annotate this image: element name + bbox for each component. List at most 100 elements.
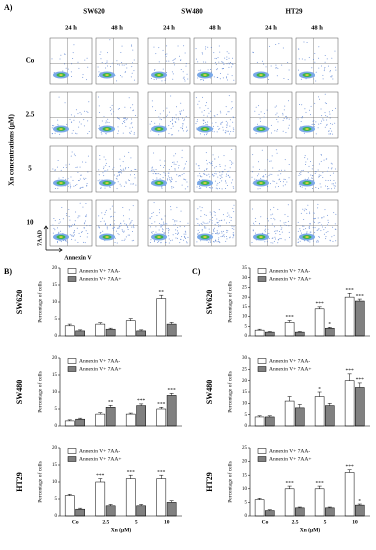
flow-dot [60, 241, 62, 243]
flow-dot [277, 208, 279, 210]
flow-dot [206, 134, 208, 136]
flow-dot [319, 98, 321, 100]
flow-dot [64, 102, 66, 104]
flow-dot [225, 130, 227, 132]
flow-dot [172, 78, 174, 80]
flow-dot [297, 241, 299, 243]
flow-dot [154, 171, 156, 173]
error-bar [169, 393, 174, 396]
flow-dot [126, 118, 128, 120]
flow-dot [226, 63, 228, 65]
significance: ** [108, 400, 114, 406]
legend-label: Annexin V+ 7AA+ [79, 456, 121, 462]
flow-dot [117, 126, 119, 128]
flow-dot [326, 170, 328, 172]
flow-dot [327, 222, 329, 224]
flow-dot [211, 233, 213, 235]
flow-dot [152, 211, 154, 213]
flow-dot [280, 169, 282, 171]
flow-cluster-peak [157, 74, 161, 76]
flow-dot [217, 76, 219, 78]
flow-dot [308, 165, 310, 167]
flow-dot [321, 224, 323, 226]
flow-dot [252, 154, 254, 156]
flow-dot [158, 241, 160, 243]
flow-dot [222, 77, 224, 79]
flow-dot [299, 240, 301, 242]
flow-dot [172, 122, 174, 124]
flow-dot [166, 116, 168, 118]
flow-dot [133, 224, 135, 226]
flow-cluster-peak [59, 182, 63, 184]
flow-dot [266, 218, 268, 220]
dose-label: 5 [28, 165, 32, 173]
flow-dot [151, 100, 153, 102]
flow-dot [159, 123, 161, 125]
flow-dot [122, 168, 124, 170]
flow-dot [80, 174, 82, 176]
flow-dot [153, 241, 155, 243]
flow-dot [64, 53, 66, 55]
flow-dot [201, 230, 203, 232]
significance: *** [356, 293, 365, 299]
dose-label: 10 [27, 219, 35, 227]
flow-dot [109, 186, 111, 188]
bar [125, 320, 136, 337]
flow-dot [135, 168, 137, 170]
flow-dot [173, 155, 175, 157]
flow-dot [231, 63, 233, 65]
flow-dot [197, 77, 199, 79]
flow-dot [260, 177, 262, 179]
flow-dot [110, 113, 112, 115]
flow-dot [121, 229, 123, 231]
error-bar [139, 329, 144, 331]
flow-dot [214, 240, 216, 242]
flow-dot [123, 220, 125, 222]
flow-dot [211, 164, 213, 166]
flow-dot [218, 241, 220, 243]
y-tick-label: 20 [52, 266, 58, 271]
flow-dot [326, 214, 328, 216]
flow-dot [276, 230, 278, 232]
flow-dot [183, 172, 185, 174]
flow-dot [182, 77, 184, 79]
flow-dot [314, 232, 316, 234]
flow-dot [226, 51, 228, 53]
flow-dot [52, 125, 54, 127]
flow-dot [52, 133, 54, 135]
flow-dot [157, 242, 159, 244]
flow-dot [130, 107, 132, 109]
flow-dot [252, 166, 254, 168]
flow-dot [107, 169, 109, 171]
flow-dot [54, 220, 56, 222]
flow-dot [206, 169, 208, 171]
flow-dot [198, 186, 200, 188]
flow-dot [79, 215, 81, 217]
flow-dot [67, 178, 69, 180]
flow-dot [265, 66, 267, 68]
flow-cluster-peak [203, 236, 207, 238]
flow-dot [229, 133, 231, 135]
flow-dot [270, 217, 272, 219]
y-tick-label: 0 [245, 514, 248, 519]
flow-dot [86, 110, 88, 112]
flow-dot [134, 168, 136, 170]
flow-dot [308, 227, 310, 229]
flow-dot [77, 113, 79, 115]
flow-dot [232, 186, 234, 188]
y-tick-label: 15 [242, 305, 248, 310]
flow-dot [327, 219, 329, 221]
bar [136, 330, 146, 337]
flow-dot [228, 214, 230, 216]
flow-dot [327, 65, 329, 67]
flow-dot [267, 233, 269, 235]
flow-dot [260, 111, 262, 113]
flow-dot [182, 130, 184, 132]
flow-dot [117, 117, 119, 119]
flow-dot [318, 163, 320, 165]
flow-cluster-peak [203, 74, 207, 76]
flow-dot [214, 232, 216, 234]
flow-dot [162, 228, 164, 230]
dose-label: 2.5 [26, 111, 35, 119]
flow-dot [173, 186, 175, 188]
